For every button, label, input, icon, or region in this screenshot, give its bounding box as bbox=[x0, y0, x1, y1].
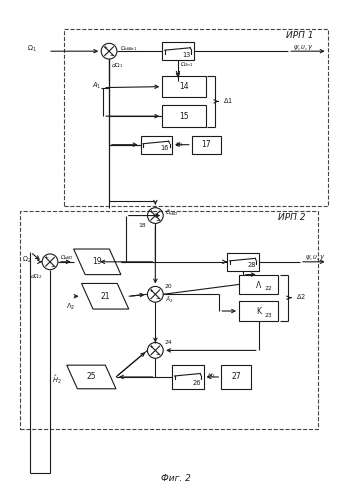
Text: ИРП 1: ИРП 1 bbox=[286, 30, 314, 40]
Text: 18: 18 bbox=[138, 223, 145, 228]
Text: $\hat{H}_2$: $\hat{H}_2$ bbox=[52, 374, 62, 386]
Text: $\hat{A}_2$: $\hat{A}_2$ bbox=[165, 294, 174, 304]
Text: +: + bbox=[149, 288, 154, 293]
Text: $\hat{\Omega}_{c\!B\!O}$: $\hat{\Omega}_{c\!B\!O}$ bbox=[165, 208, 179, 218]
Text: $\psi, \upsilon, \gamma$: $\psi, \upsilon, \gamma$ bbox=[305, 254, 326, 262]
Text: $-$: $-$ bbox=[109, 52, 115, 58]
Bar bbox=[227, 253, 259, 270]
Text: $\Delta 1$: $\Delta 1$ bbox=[223, 96, 233, 105]
Text: 25: 25 bbox=[87, 372, 96, 382]
Text: 28: 28 bbox=[247, 262, 256, 268]
Text: 13: 13 bbox=[183, 52, 191, 58]
Text: $\Omega_{3\!н1}$: $\Omega_{3\!н1}$ bbox=[180, 60, 194, 70]
Text: $\Lambda$: $\Lambda$ bbox=[255, 279, 262, 290]
Text: $\psi, \upsilon, \gamma$: $\psi, \upsilon, \gamma$ bbox=[293, 43, 314, 52]
Text: 23: 23 bbox=[265, 313, 272, 318]
Text: K: K bbox=[256, 306, 261, 316]
Text: 15: 15 bbox=[179, 112, 189, 120]
Text: ИРП 2: ИРП 2 bbox=[278, 212, 306, 222]
Bar bbox=[162, 106, 206, 127]
Bar bbox=[162, 42, 194, 60]
Text: $-$: $-$ bbox=[155, 217, 162, 222]
Text: 24: 24 bbox=[164, 340, 172, 345]
Text: $\Omega_2$: $\Omega_2$ bbox=[23, 254, 32, 265]
Text: $d\Omega_1$: $d\Omega_1$ bbox=[111, 62, 124, 70]
Bar bbox=[172, 365, 203, 389]
Text: $A_1$: $A_1$ bbox=[92, 80, 101, 90]
Bar bbox=[140, 136, 172, 154]
Text: $-$: $-$ bbox=[50, 263, 56, 268]
Text: 17: 17 bbox=[202, 140, 211, 149]
Text: $-$: $-$ bbox=[155, 296, 162, 300]
Text: +: + bbox=[149, 209, 154, 214]
Text: $\Lambda_2$: $\Lambda_2$ bbox=[67, 302, 76, 312]
Text: +: + bbox=[149, 344, 154, 349]
Bar bbox=[239, 301, 278, 321]
Text: 19: 19 bbox=[93, 258, 102, 266]
Text: 22: 22 bbox=[265, 286, 272, 292]
Text: $\Omega_{c\!B\!B\!\pi 1}$: $\Omega_{c\!B\!B\!\pi 1}$ bbox=[120, 44, 137, 52]
Text: +: + bbox=[102, 45, 108, 50]
Text: 16: 16 bbox=[161, 145, 169, 151]
Text: Фиг. 2: Фиг. 2 bbox=[161, 474, 191, 483]
Bar bbox=[162, 76, 206, 98]
Text: $\Omega_{\kappa\!B\!O}$: $\Omega_{\kappa\!B\!O}$ bbox=[60, 254, 74, 262]
Text: 14: 14 bbox=[179, 82, 189, 91]
Text: 26: 26 bbox=[192, 380, 201, 386]
Text: +: + bbox=[44, 256, 49, 260]
Bar bbox=[221, 365, 251, 389]
Bar bbox=[20, 210, 318, 429]
Text: 27: 27 bbox=[231, 372, 241, 382]
Bar bbox=[239, 274, 278, 294]
Text: $-$: $-$ bbox=[155, 352, 162, 357]
Bar bbox=[64, 28, 328, 206]
Text: 21: 21 bbox=[100, 292, 110, 301]
Text: 20: 20 bbox=[164, 284, 172, 289]
Text: $\Omega_1$: $\Omega_1$ bbox=[27, 44, 37, 54]
Text: $\Delta 2$: $\Delta 2$ bbox=[296, 292, 306, 302]
Text: $H_1$: $H_1$ bbox=[175, 140, 184, 149]
Text: $H_2$: $H_2$ bbox=[207, 372, 215, 380]
Bar bbox=[192, 136, 221, 154]
Text: $d\Omega_2$: $d\Omega_2$ bbox=[30, 272, 43, 281]
